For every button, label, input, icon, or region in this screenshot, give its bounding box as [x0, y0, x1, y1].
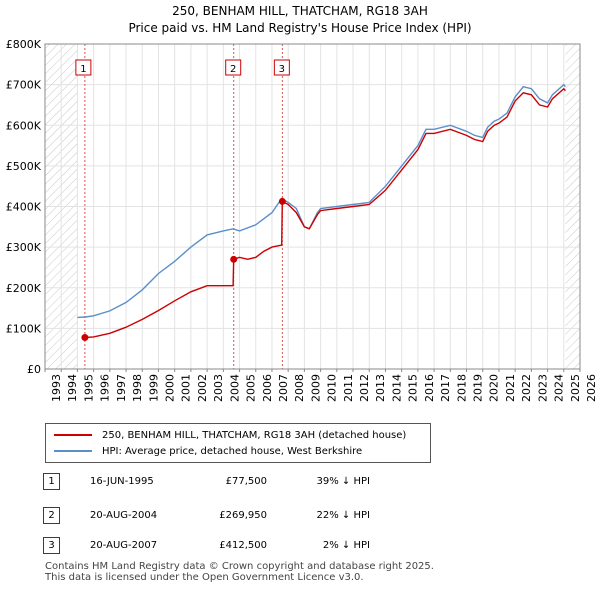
x-tick-label: 2022 [520, 374, 533, 402]
legend-item-property: 250, BENHAM HILL, THATCHAM, RG18 3AH (de… [54, 428, 406, 442]
sale-date: 16-JUN-1995 [90, 476, 154, 487]
sale-hpi-diff: 2% ↓ HPI [322, 540, 370, 551]
x-tick-label: 1997 [115, 374, 128, 402]
chart-title: 250, BENHAM HILL, THATCHAM, RG18 3AH [172, 4, 428, 18]
sale-price: £269,950 [219, 510, 267, 521]
x-tick-label: 1995 [82, 374, 95, 402]
y-tick-label: £0 [27, 363, 41, 376]
x-tick-label: 2004 [228, 374, 241, 402]
x-tick-label: 1999 [147, 374, 160, 402]
x-tick-label: 2006 [261, 374, 274, 402]
y-tick-label: £100K [6, 322, 42, 335]
x-tick-label: 2020 [488, 374, 501, 402]
x-tick-label: 2021 [504, 374, 517, 402]
y-tick-label: £800K [6, 38, 42, 51]
x-tick-label: 2000 [163, 374, 176, 402]
x-tick-label: 2014 [390, 374, 403, 402]
legend-label-property: 250, BENHAM HILL, THATCHAM, RG18 3AH (de… [102, 429, 407, 441]
sale-marker-label: 1 [80, 64, 86, 75]
x-tick-label: 1996 [99, 374, 112, 402]
hpi-line [77, 83, 566, 319]
x-tick-label: 2005 [245, 374, 258, 402]
legend-label-hpi: HPI: Average price, detached house, West… [102, 445, 363, 457]
chart-subtitle: Price paid vs. HM Land Registry's House … [128, 21, 472, 35]
legend-item-hpi: HPI: Average price, detached house, West… [54, 444, 362, 458]
plot-frame [44, 43, 581, 370]
sale-point [81, 334, 89, 342]
x-tick-label: 2019 [472, 374, 485, 402]
sale-point [230, 255, 238, 263]
x-tick-label: 2025 [569, 374, 582, 402]
y-tick-label: £300K [6, 241, 42, 254]
x-tick-label: 2002 [196, 374, 209, 402]
x-tick-label: 2009 [309, 374, 322, 402]
x-tick-label: 2011 [342, 374, 355, 402]
sale-hpi-diff: 39% ↓ HPI [316, 476, 370, 487]
x-tick-label: 2008 [293, 374, 306, 402]
sale-price: £412,500 [219, 540, 267, 551]
y-tick-label: £500K [6, 160, 42, 173]
footer-copyright: Contains HM Land Registry data © Crown c… [45, 561, 434, 572]
x-tick-label: 2024 [553, 374, 566, 402]
x-tick-label: 2015 [407, 374, 420, 402]
legend-swatch-hpi [54, 450, 92, 452]
table-row: 1 16-JUN-1995 £77,500 39% ↓ HPI [0, 473, 600, 493]
x-tick-label: 2012 [358, 374, 371, 402]
footer-license: This data is licensed under the Open Gov… [45, 572, 364, 583]
x-tick-label: 2013 [374, 374, 387, 402]
x-tick-label: 2016 [423, 374, 436, 402]
y-tick-label: £400K [6, 201, 42, 214]
y-tick-label: £600K [6, 119, 42, 132]
sale-date: 20-AUG-2007 [90, 540, 158, 551]
price-chart: 1 2 3 £0 £100K £200K £300K £400K £500K £600K £700K… [6, 38, 598, 402]
y-tick-label: £700K [6, 79, 42, 92]
sale-marker-label: 3 [279, 64, 285, 75]
x-tick-label: 2007 [277, 374, 290, 402]
sale-date: 20-AUG-2004 [90, 510, 158, 521]
legend: 250, BENHAM HILL, THATCHAM, RG18 3AH (de… [45, 423, 431, 463]
x-tick-label: 1993 [50, 374, 63, 402]
sale-marker-box [273, 59, 290, 76]
sale-number-badge: 2 [43, 507, 60, 524]
sale-number-badge: 1 [43, 473, 60, 490]
x-tick-label: 1994 [66, 374, 79, 402]
sale-price: £77,500 [225, 476, 267, 487]
x-tick-label: 2001 [180, 374, 193, 402]
x-tick-label: 2010 [326, 374, 339, 402]
sale-marker-label: 2 [230, 64, 236, 75]
x-tick-label: 2023 [536, 374, 549, 402]
table-row: 3 20-AUG-2007 £412,500 2% ↓ HPI [0, 537, 600, 557]
x-tick-label: 2003 [212, 374, 225, 402]
sale-hpi-diff: 22% ↓ HPI [316, 510, 370, 521]
legend-swatch-property [54, 434, 92, 436]
x-tick-label: 1998 [131, 374, 144, 402]
sale-point [278, 197, 286, 205]
x-tick-label: 2018 [455, 374, 468, 402]
sale-marker-box [75, 59, 92, 76]
y-tick-label: £200K [6, 282, 42, 295]
table-row: 2 20-AUG-2004 £269,950 22% ↓ HPI [0, 507, 600, 527]
sale-marker-box [225, 59, 242, 76]
property-price-line [84, 87, 566, 339]
x-tick-label: 2026 [585, 374, 598, 402]
x-tick-label: 2017 [439, 374, 452, 402]
sale-number-badge: 3 [43, 537, 60, 554]
